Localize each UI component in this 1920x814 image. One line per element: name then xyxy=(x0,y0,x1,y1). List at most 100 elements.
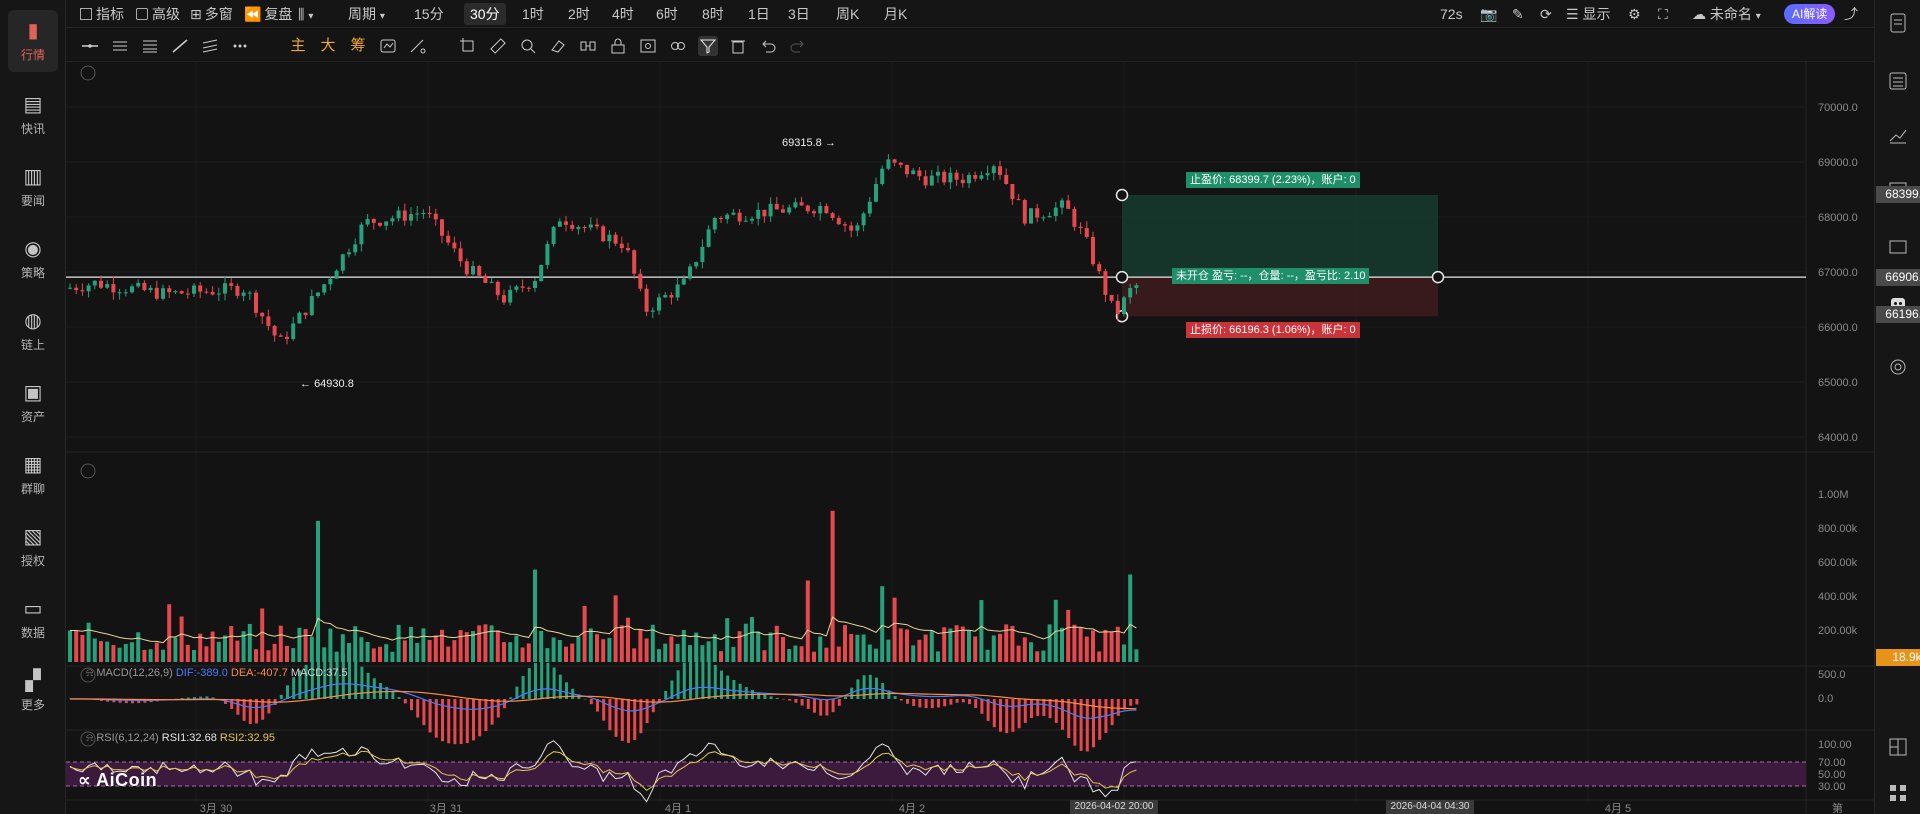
candle-body xyxy=(750,218,754,221)
ruler-icon[interactable] xyxy=(488,36,508,56)
replay-icon: ⏪ xyxy=(244,6,262,22)
volume-bar xyxy=(371,648,376,662)
edit-lines-icon[interactable] xyxy=(408,36,428,56)
sidebar-item-key[interactable]: ▧ 授权 xyxy=(0,514,66,580)
macd-bar xyxy=(298,670,302,699)
interval-tab[interactable]: 30分 xyxy=(464,3,506,25)
delete-icon[interactable] xyxy=(728,36,748,56)
sidebar-item-monitor[interactable]: ▭ 数据 xyxy=(0,586,66,652)
camera-icon[interactable]: 📷 xyxy=(1480,6,1498,22)
candle-body xyxy=(1022,199,1027,224)
chart-canvas[interactable]: 70000.0 69000.0 68000.0 67000.0 66000.0 65000… xyxy=(66,62,1874,814)
select-tool-icon[interactable] xyxy=(458,36,478,56)
x-axis-label: 4月 1 xyxy=(665,803,691,814)
replay-button[interactable]: ⏪ 复盘 xyxy=(244,0,292,28)
interval-tab[interactable]: 1时 xyxy=(522,6,544,22)
sidebar-item-grid[interactable]: ▞ 更多 xyxy=(0,658,66,724)
horizontal-line-icon[interactable] xyxy=(80,36,100,56)
filter-icon[interactable] xyxy=(698,36,718,56)
settings-icon[interactable]: ⚙ xyxy=(1628,6,1641,22)
link-icon[interactable] xyxy=(668,36,688,56)
layout-icon[interactable] xyxy=(1887,736,1909,758)
price-axis-label: 69000.0 xyxy=(1818,157,1858,169)
candle-body xyxy=(1128,288,1133,298)
etf-icon[interactable] xyxy=(1887,236,1909,258)
macd-bar xyxy=(899,699,903,701)
bell-icon[interactable]: ⍾ xyxy=(86,732,94,744)
sidebar-item-wallet[interactable]: ▣ 资产 xyxy=(0,370,66,436)
interval-tab[interactable]: 4时 xyxy=(612,6,634,22)
radar-icon[interactable] xyxy=(1887,356,1909,378)
sidebar-item-chat[interactable]: ▦ 群聊 xyxy=(0,442,66,508)
take-profit-label[interactable]: 止盈价: 68399.7 (2.23%)，账户: 0 xyxy=(1186,172,1360,188)
compare-icon[interactable] xyxy=(378,36,398,56)
candle-body xyxy=(657,297,661,311)
visibility-icon[interactable] xyxy=(638,36,658,56)
interval-tab[interactable]: 1日 xyxy=(748,6,770,22)
fib-lines-icon[interactable] xyxy=(140,36,160,56)
interval-tab[interactable]: 周K xyxy=(836,6,860,22)
candle-body xyxy=(855,225,860,231)
interval-tab[interactable]: 6时 xyxy=(656,6,678,22)
layout-dropdown[interactable]: ☁ 未命名 ▾ xyxy=(1692,0,1761,28)
lock-icon[interactable] xyxy=(608,36,628,56)
chips-button[interactable]: 筹 xyxy=(350,37,366,54)
big-order-button[interactable]: 大 xyxy=(320,37,336,54)
macd-bar xyxy=(1085,699,1089,752)
entry-label[interactable]: 未开仓 盈亏: --，仓量: --，盈亏比: 2.10 xyxy=(1172,268,1370,284)
trend-icon[interactable] xyxy=(1887,124,1909,146)
interval-tab[interactable]: 月K xyxy=(884,6,908,22)
share-icon[interactable]: ⤴ xyxy=(1844,6,1858,22)
sidebar-item-news-flash[interactable]: ▤ 快讯 xyxy=(0,82,66,148)
more-tools-icon[interactable] xyxy=(230,36,250,56)
period-dropdown[interactable]: 周期 ▾ xyxy=(348,0,385,28)
interval-tab[interactable]: 3日 xyxy=(788,6,810,22)
magnet-icon[interactable] xyxy=(578,36,598,56)
zoom-icon[interactable] xyxy=(518,36,538,56)
sidebar-item-document[interactable]: ▥ 要闻 xyxy=(0,154,66,220)
redo-icon[interactable] xyxy=(788,36,808,56)
volume-bar xyxy=(570,643,575,662)
candle-body xyxy=(564,221,568,225)
multi-window-button[interactable]: ⊞ 多窗 xyxy=(190,0,233,28)
undo-icon[interactable] xyxy=(758,36,778,56)
list-icon[interactable] xyxy=(1887,70,1909,92)
macd-bar xyxy=(986,699,990,721)
sidebar-item-robot[interactable]: ◉ 策略 xyxy=(0,226,66,292)
sidebar-item-bar-chart[interactable]: ▮ 行情 xyxy=(8,10,58,72)
orders-icon[interactable] xyxy=(1887,12,1909,34)
pen-icon[interactable]: ✎ xyxy=(1512,6,1524,22)
channel-icon[interactable] xyxy=(200,36,220,56)
interval-tab[interactable]: 2时 xyxy=(568,6,590,22)
macd-bar xyxy=(1116,699,1120,716)
chart-area[interactable]: 70000.0 69000.0 68000.0 67000.0 66000.0 65000… xyxy=(66,62,1920,814)
grid-icon[interactable] xyxy=(1887,782,1909,804)
eraser-icon[interactable] xyxy=(548,36,568,56)
candle-body xyxy=(582,227,587,229)
macd-bar xyxy=(354,661,358,699)
bell-icon[interactable]: ⍾ xyxy=(86,667,94,679)
advanced-button[interactable]: 高级 xyxy=(136,0,180,28)
macd-bar xyxy=(391,691,395,699)
main-chart-button[interactable]: 主 xyxy=(290,37,306,54)
sidebar-item-chain[interactable]: ◍ 链上 xyxy=(0,298,66,364)
candle-body xyxy=(204,291,209,293)
high-price-value: 69315.8 xyxy=(782,137,822,149)
ai-analyze-button[interactable]: AI解读 xyxy=(1784,4,1836,24)
fullscreen-icon[interactable]: ⛶ xyxy=(1658,6,1668,22)
indicators-button[interactable]: 指标 xyxy=(80,0,124,28)
trend-line-icon[interactable] xyxy=(170,36,190,56)
display-button[interactable]: ☰ 显示 xyxy=(1566,0,1610,28)
interval-tab[interactable]: 8时 xyxy=(702,6,724,22)
candle-body xyxy=(706,229,711,247)
refresh-icon[interactable]: ⟳ xyxy=(1540,6,1552,22)
volume-bar xyxy=(1134,649,1139,662)
volume-bar xyxy=(1047,624,1052,662)
interval-tab[interactable]: 15分 xyxy=(414,6,444,22)
sidebar-item-label: 行情 xyxy=(20,47,45,62)
candle-body xyxy=(514,286,519,290)
collapse-toggle-rsi xyxy=(80,731,96,747)
stop-loss-label[interactable]: 止损价: 66196.3 (1.06%)，账户: 0 xyxy=(1186,322,1360,338)
parallel-lines-icon[interactable] xyxy=(110,36,130,56)
chart-type-dropdown[interactable]: ⫼ ▾ xyxy=(298,0,313,28)
